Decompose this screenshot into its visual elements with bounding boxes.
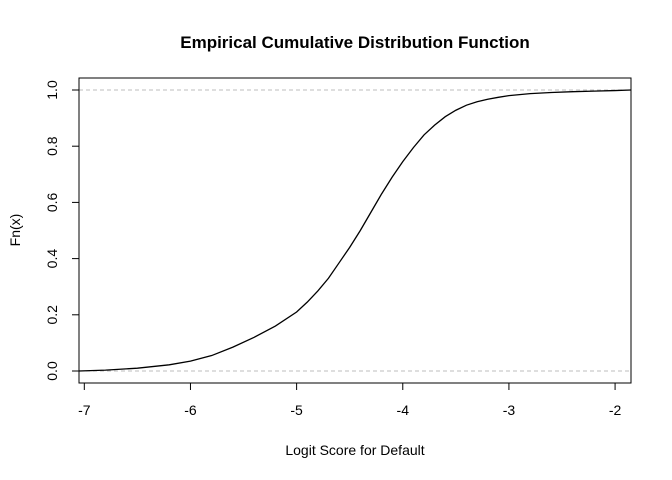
x-axis: -7 -6 -5 -4 -3 -2 — [78, 383, 622, 418]
x-tick-label: -2 — [609, 402, 622, 418]
y-tick-label: 1.0 — [44, 80, 60, 100]
x-tick-label: -7 — [78, 402, 91, 418]
ecdf-line — [78, 89, 632, 372]
x-tick-label: -4 — [397, 402, 410, 418]
y-tick-label: 0.8 — [44, 136, 60, 156]
y-tick-label: 0.0 — [44, 361, 60, 381]
y-axis-label: Fn(x) — [7, 214, 23, 247]
x-axis-label: Logit Score for Default — [285, 442, 424, 458]
x-tick-label: -5 — [290, 402, 303, 418]
chart-title: Empirical Cumulative Distribution Functi… — [180, 33, 529, 52]
y-tick-label: 0.2 — [44, 305, 60, 325]
plot-frame — [78, 77, 632, 384]
y-tick-label: 0.4 — [44, 249, 60, 269]
y-tick-label: 0.6 — [44, 192, 60, 212]
y-axis: 0.0 0.2 0.4 0.6 0.8 1.0 — [44, 80, 79, 381]
plot-area — [78, 89, 632, 372]
x-tick-label: -3 — [503, 402, 516, 418]
x-tick-label: -6 — [184, 402, 197, 418]
